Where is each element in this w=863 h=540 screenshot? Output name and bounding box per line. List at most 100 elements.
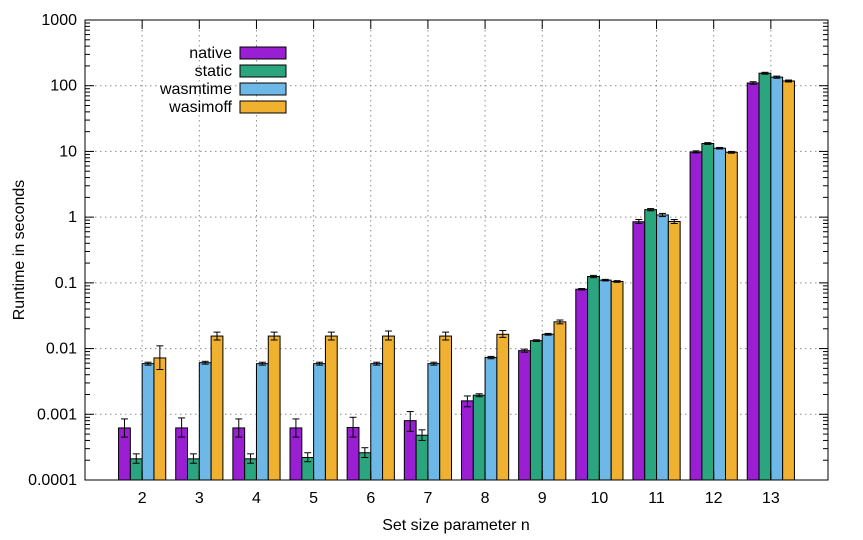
bar-wasimoff bbox=[210, 335, 224, 481]
y-axis-title: Runtime in seconds bbox=[11, 180, 28, 321]
y-tick-label: 1000 bbox=[41, 12, 77, 29]
bar-native bbox=[575, 288, 589, 481]
bar-wasimoff bbox=[667, 220, 681, 481]
bar-wasmtime bbox=[370, 363, 384, 481]
y-tick-label: 100 bbox=[50, 78, 77, 95]
x-tick-label: 13 bbox=[762, 490, 780, 507]
bar-native bbox=[689, 151, 703, 481]
y-tick-label: 10 bbox=[59, 143, 77, 160]
x-tick-label: 6 bbox=[366, 490, 375, 507]
bar-static bbox=[472, 394, 486, 481]
legend-swatch-native bbox=[239, 46, 287, 60]
x-tick-label: 11 bbox=[648, 490, 665, 507]
bar-static bbox=[415, 434, 429, 481]
x-tick-label: 9 bbox=[538, 490, 547, 507]
x-tick-labels: 2 3 4 5 6 7 8 9 10 11 12 13 bbox=[138, 490, 780, 507]
error-bar-wasmtime bbox=[144, 361, 152, 366]
bar-wasimoff bbox=[553, 321, 567, 481]
error-bar-wasimoff bbox=[156, 345, 164, 371]
error-bar-wasimoff bbox=[613, 280, 621, 283]
error-bar-native bbox=[463, 395, 471, 408]
bar-wasimoff bbox=[153, 357, 167, 481]
legend-swatch-wasmtime bbox=[239, 82, 287, 96]
error-bars bbox=[120, 71, 793, 464]
error-bar-static bbox=[247, 453, 255, 464]
error-bar-wasimoff bbox=[499, 330, 507, 338]
legend-swatch-wasimoff bbox=[239, 100, 287, 114]
plot-frame bbox=[84, 19, 829, 481]
bar-wasmtime bbox=[713, 147, 726, 481]
error-bar-wasmtime bbox=[773, 75, 781, 79]
bar-native bbox=[460, 400, 474, 481]
error-bar-wasimoff bbox=[213, 331, 221, 341]
y-tick-label: 0.001 bbox=[37, 406, 77, 423]
x-tick-label: 5 bbox=[309, 490, 318, 507]
error-bar-wasmtime bbox=[316, 361, 324, 366]
error-bar-static bbox=[361, 447, 369, 458]
bar-wasimoff bbox=[724, 151, 738, 481]
error-bar-static bbox=[761, 71, 769, 75]
error-bar-static bbox=[475, 393, 483, 398]
bar-wasimoff bbox=[324, 335, 338, 481]
bar-native bbox=[518, 350, 531, 481]
error-bar-wasmtime bbox=[201, 360, 209, 365]
error-bar-wasimoff bbox=[270, 331, 278, 341]
bar-wasmtime bbox=[427, 363, 441, 481]
x-tick-label: 7 bbox=[423, 490, 432, 507]
bar-wasmtime bbox=[598, 279, 612, 481]
error-bar-wasmtime bbox=[430, 361, 438, 366]
error-bar-native bbox=[178, 417, 186, 438]
legend-label-static: static bbox=[195, 63, 232, 80]
error-bar-wasmtime bbox=[373, 361, 381, 366]
y-tick-labels: 0.0001 0.001 0.01 0.1 1 10 100 1000 bbox=[28, 12, 77, 489]
error-bar-static bbox=[418, 429, 426, 441]
error-bar-native bbox=[349, 416, 357, 438]
error-bar-wasimoff bbox=[442, 331, 450, 341]
y-tick-label: 0.01 bbox=[46, 341, 77, 358]
legend-swatch-static bbox=[239, 64, 287, 78]
bar-wasmtime bbox=[313, 363, 326, 481]
bar-wasmtime bbox=[656, 214, 669, 481]
bar-wasimoff bbox=[267, 335, 281, 481]
x-tick-label: 12 bbox=[705, 490, 723, 507]
bar-wasmtime bbox=[770, 76, 784, 481]
error-bar-native bbox=[692, 150, 700, 154]
bar-wasimoff bbox=[782, 80, 795, 481]
error-bar-wasimoff bbox=[556, 319, 564, 325]
error-bar-wasmtime bbox=[544, 332, 552, 336]
error-bar-wasmtime bbox=[601, 278, 609, 282]
bar-wasmtime bbox=[541, 333, 555, 481]
error-bar-wasimoff bbox=[670, 219, 678, 225]
bar-static bbox=[758, 72, 772, 481]
y-tick-label: 1 bbox=[68, 209, 77, 226]
axis-ticks bbox=[85, 19, 828, 481]
error-bar-static bbox=[132, 453, 140, 464]
x-tick-label: 2 bbox=[138, 490, 147, 507]
bar-wasimoff bbox=[439, 335, 453, 481]
error-bar-wasmtime bbox=[658, 212, 666, 218]
error-bar-native bbox=[406, 411, 414, 432]
error-bar-wasimoff bbox=[727, 150, 735, 154]
error-bar-wasimoff bbox=[327, 331, 335, 341]
error-bar-native bbox=[635, 219, 643, 225]
bar-static bbox=[644, 209, 658, 481]
error-bar-static bbox=[647, 208, 655, 212]
bar-static bbox=[587, 275, 600, 481]
error-bar-native bbox=[292, 418, 300, 438]
error-bar-native bbox=[578, 288, 586, 291]
error-bar-wasimoff bbox=[785, 79, 793, 83]
bar-native bbox=[632, 221, 646, 481]
bar-wasimoff bbox=[382, 335, 395, 481]
error-bar-wasmtime bbox=[258, 361, 266, 366]
x-tick-label: 3 bbox=[195, 490, 204, 507]
x-tick-label: 4 bbox=[252, 490, 261, 507]
error-bar-static bbox=[704, 142, 712, 145]
bar-static bbox=[701, 143, 715, 481]
bar-wasimoff bbox=[496, 333, 510, 481]
error-bar-wasmtime bbox=[487, 355, 495, 360]
bar-native bbox=[746, 82, 760, 481]
bar-wasmtime bbox=[198, 362, 212, 481]
error-bar-static bbox=[532, 339, 540, 343]
